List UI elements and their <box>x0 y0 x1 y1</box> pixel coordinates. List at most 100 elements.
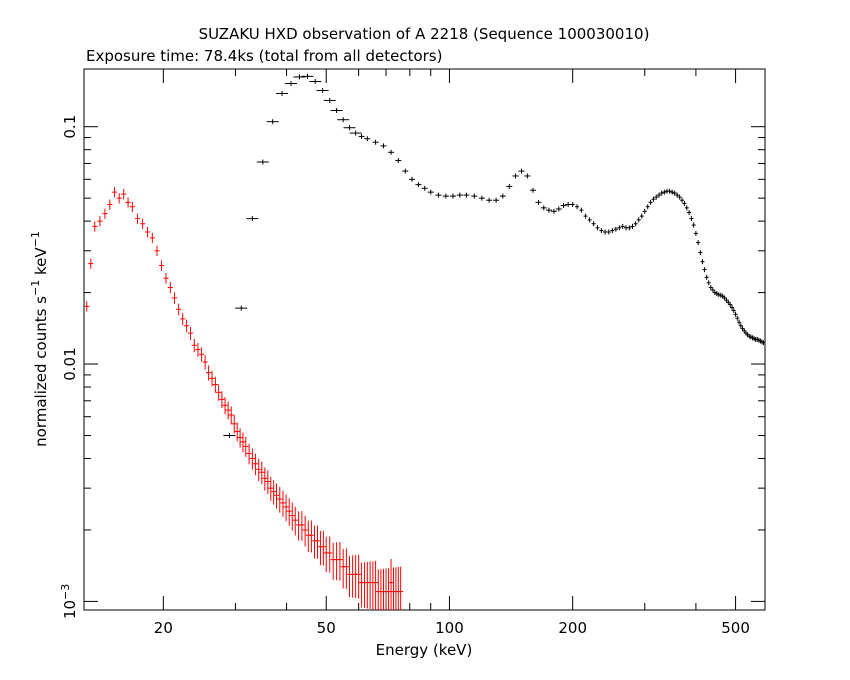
data-point <box>206 365 212 381</box>
data-point <box>273 483 280 509</box>
data-point <box>316 88 329 94</box>
data-point <box>358 133 365 139</box>
data-point <box>704 274 709 280</box>
data-point <box>617 225 622 231</box>
chart-subtitle: Exposure time: 78.4ks (total from all de… <box>86 47 442 65</box>
data-point <box>256 458 262 482</box>
data-point <box>372 560 379 610</box>
data-point <box>158 260 165 271</box>
data-point <box>343 125 356 131</box>
data-point <box>234 422 240 442</box>
data-point <box>198 347 205 362</box>
x-axis-label: Energy (keV) <box>376 641 473 659</box>
series-layer <box>84 73 766 610</box>
data-point <box>129 201 135 213</box>
data-point <box>672 190 677 196</box>
x-axis: 20 50 100 200 500 <box>154 69 750 637</box>
data-point <box>722 295 727 301</box>
data-point <box>718 292 723 298</box>
data-point <box>228 406 234 425</box>
y-axis-label-sup1: −1 <box>29 280 42 296</box>
data-point <box>349 130 362 136</box>
data-point <box>212 376 218 393</box>
data-point <box>698 250 703 256</box>
data-point <box>140 218 146 230</box>
data-point <box>733 311 738 317</box>
data-point <box>107 199 113 210</box>
data-point <box>398 566 404 610</box>
data-point <box>706 280 711 286</box>
data-point <box>656 192 661 198</box>
data-point <box>246 216 259 222</box>
data-point <box>144 226 151 238</box>
data-point <box>262 467 268 491</box>
data-point <box>252 453 259 476</box>
x-tick-label: 20 <box>154 619 173 637</box>
data-point <box>309 79 322 85</box>
data-point <box>463 192 470 198</box>
data-point <box>301 73 314 79</box>
data-point <box>92 221 98 232</box>
data-point <box>506 183 513 189</box>
data-point <box>286 498 292 526</box>
data-point <box>84 301 90 312</box>
data-point <box>225 401 231 420</box>
data-point <box>696 240 701 246</box>
data-point <box>603 229 608 235</box>
data-point <box>299 511 305 541</box>
data-point <box>642 208 647 214</box>
data-point <box>639 213 644 219</box>
data-point <box>395 158 402 164</box>
data-point <box>583 213 588 219</box>
data-point <box>535 199 542 205</box>
data-point <box>184 319 190 333</box>
data-point <box>415 182 422 188</box>
data-point <box>493 197 500 203</box>
data-point <box>550 208 557 214</box>
data-point <box>737 319 742 325</box>
data-point <box>570 202 575 208</box>
data-point <box>388 558 394 610</box>
data-point <box>595 225 600 231</box>
data-point <box>364 136 371 142</box>
data-point <box>728 302 733 308</box>
data-point <box>271 480 277 505</box>
data-point <box>540 205 547 211</box>
data-point <box>223 432 236 438</box>
data-point <box>456 192 463 198</box>
data-point <box>682 200 687 206</box>
data-point <box>276 90 289 96</box>
data-point <box>385 568 392 610</box>
data-point <box>545 207 552 213</box>
y-axis-label-base: normalized counts s <box>32 296 50 447</box>
data-point <box>587 217 592 223</box>
data-point <box>606 229 611 235</box>
data-point <box>442 193 449 199</box>
data-point <box>308 520 315 553</box>
data-point <box>259 461 265 485</box>
data-point <box>702 267 707 273</box>
data-point <box>116 193 122 204</box>
data-point <box>710 287 715 293</box>
data-point <box>191 338 197 353</box>
data-point <box>289 502 295 531</box>
data-point <box>268 476 274 501</box>
data-point <box>530 187 537 193</box>
data-point <box>216 384 222 401</box>
data-point <box>314 525 321 559</box>
data-point <box>486 197 493 203</box>
data-point <box>209 370 215 387</box>
data-point <box>687 209 692 215</box>
data-point <box>320 530 326 566</box>
data-point <box>654 194 659 200</box>
data-point <box>565 202 572 208</box>
series-1 <box>223 73 766 438</box>
y-axis-label: normalized counts s−1 keV−1 <box>29 231 50 447</box>
x-tick-label: 500 <box>721 619 750 637</box>
data-point <box>620 223 625 229</box>
data-point <box>97 216 103 227</box>
data-point <box>125 197 131 208</box>
data-point <box>149 232 155 244</box>
data-point <box>627 225 632 231</box>
